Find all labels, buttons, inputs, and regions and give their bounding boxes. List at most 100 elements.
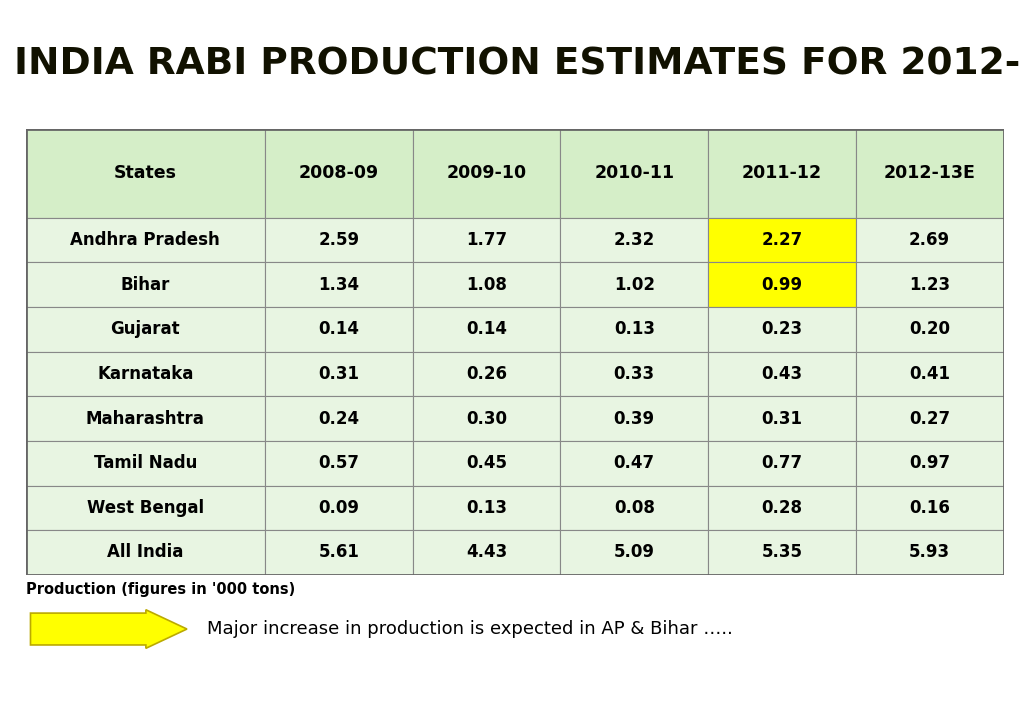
Bar [709,307,856,351]
Text: 1.34: 1.34 [318,276,359,293]
Text: 5.93: 5.93 [909,543,950,561]
Text: Andhra Pradesh: Andhra Pradesh [71,231,220,249]
Bar [709,351,856,396]
Text: 5.61: 5.61 [318,543,359,561]
Bar [560,530,709,575]
Text: 2.69: 2.69 [909,231,950,249]
Text: OLAM: OLAM [46,675,114,695]
Bar [856,396,1004,441]
Text: The Brand Behind The Brands: The Brand Behind The Brands [745,675,993,693]
Text: 0.24: 0.24 [318,410,359,428]
Text: 1.02: 1.02 [613,276,654,293]
Bar [265,530,413,575]
Bar [856,129,1004,218]
Bar [709,129,856,218]
Bar [560,129,709,218]
Bar [26,262,265,307]
FancyArrow shape [31,610,187,648]
Bar [413,262,560,307]
Text: Major increase in production is expected in AP & Bihar …..: Major increase in production is expected… [207,620,732,638]
Text: 2.32: 2.32 [613,231,655,249]
Text: INDIA RABI PRODUCTION ESTIMATES FOR 2012-13: INDIA RABI PRODUCTION ESTIMATES FOR 2012… [14,46,1024,82]
Bar [709,262,856,307]
Text: 0.99: 0.99 [762,276,803,293]
Bar [560,307,709,351]
Text: West Bengal: West Bengal [87,499,204,517]
Text: 0.43: 0.43 [762,365,803,383]
Bar [413,307,560,351]
Bar [709,441,856,486]
Text: 0.31: 0.31 [318,365,359,383]
Bar [413,530,560,575]
Bar [265,441,413,486]
Text: 0.27: 0.27 [909,410,950,428]
Bar [709,396,856,441]
Bar [413,396,560,441]
Text: Gujarat: Gujarat [111,321,180,338]
Text: 2010-11: 2010-11 [594,164,675,182]
Bar [560,396,709,441]
Bar [709,218,856,262]
Bar [413,351,560,396]
Bar [413,129,560,218]
Text: 2012-13E: 2012-13E [884,164,976,182]
Text: Bihar: Bihar [121,276,170,293]
Text: 0.23: 0.23 [762,321,803,338]
Bar [413,218,560,262]
Bar [560,351,709,396]
Bar [26,396,265,441]
Bar [560,486,709,530]
Text: All India: All India [108,543,183,561]
Bar [265,129,413,218]
Text: 0.31: 0.31 [762,410,803,428]
Text: 2.27: 2.27 [761,231,803,249]
Text: 0.08: 0.08 [613,499,654,517]
Bar [265,486,413,530]
Text: ✿: ✿ [22,673,38,693]
Bar [560,218,709,262]
Text: 0.13: 0.13 [613,321,654,338]
Text: 0.26: 0.26 [466,365,507,383]
Bar [560,441,709,486]
Text: 0.33: 0.33 [613,365,654,383]
Text: 0.20: 0.20 [909,321,950,338]
Bar [709,486,856,530]
Bar [265,396,413,441]
Bar [26,307,265,351]
Bar [26,129,265,218]
Text: Maharashtra: Maharashtra [86,410,205,428]
Text: 5.09: 5.09 [613,543,654,561]
Text: 0.28: 0.28 [762,499,803,517]
Bar [26,486,265,530]
Text: 2008-09: 2008-09 [299,164,379,182]
Bar [26,530,265,575]
Bar [856,486,1004,530]
Text: 0.77: 0.77 [762,454,803,472]
Bar [413,486,560,530]
Bar [265,351,413,396]
Bar [560,262,709,307]
Text: 2.59: 2.59 [318,231,359,249]
Text: Tamil Nadu: Tamil Nadu [93,454,197,472]
Text: States: States [114,164,177,182]
Text: 0.16: 0.16 [909,499,950,517]
Bar [856,441,1004,486]
Text: 2009-10: 2009-10 [446,164,526,182]
Text: 1.23: 1.23 [909,276,950,293]
Bar [265,307,413,351]
Bar [265,262,413,307]
Bar [26,441,265,486]
Text: 0.30: 0.30 [466,410,507,428]
Text: 0.09: 0.09 [318,499,359,517]
Text: 0.14: 0.14 [466,321,507,338]
Text: Production (figures in '000 tons): Production (figures in '000 tons) [26,582,295,598]
Bar [856,351,1004,396]
Bar [709,530,856,575]
Bar [856,218,1004,262]
Text: 0.14: 0.14 [318,321,359,338]
Text: 2011-12: 2011-12 [742,164,822,182]
Text: 5.35: 5.35 [762,543,803,561]
Bar [26,218,265,262]
Bar [856,262,1004,307]
Text: 0.47: 0.47 [613,454,654,472]
